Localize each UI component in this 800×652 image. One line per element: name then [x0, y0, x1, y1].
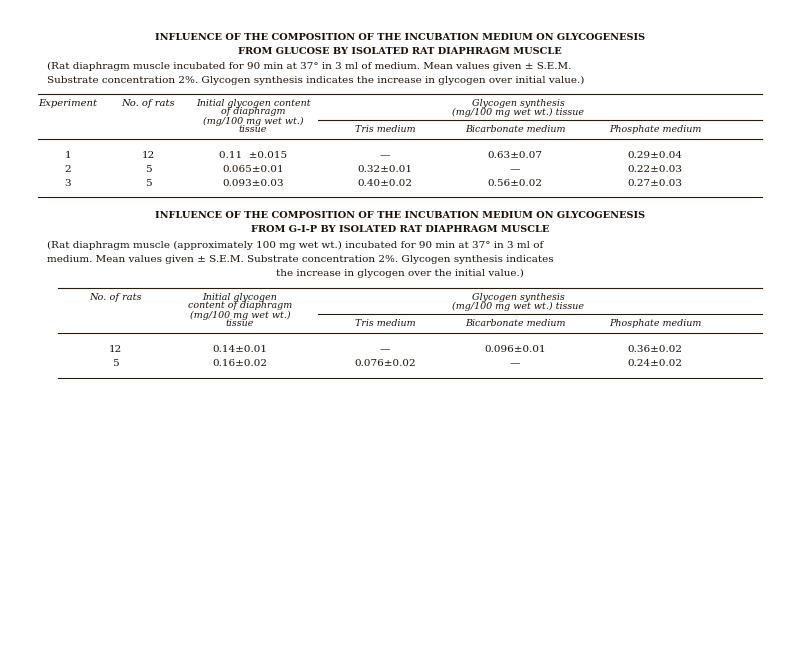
Text: —: — [510, 359, 520, 368]
Text: tissue: tissue [226, 319, 254, 329]
Text: 2: 2 [65, 166, 71, 175]
Text: Phosphate medium: Phosphate medium [609, 125, 701, 134]
Text: 5: 5 [145, 179, 151, 188]
Text: Bicarbonate medium: Bicarbonate medium [465, 318, 566, 327]
Text: —: — [510, 166, 520, 175]
Text: 0.065±0.01: 0.065±0.01 [222, 166, 284, 175]
Text: (Rat diaphragm muscle incubated for 90 min at 37° in 3 ml of medium. Mean values: (Rat diaphragm muscle incubated for 90 m… [47, 61, 571, 70]
Text: 0.24±0.02: 0.24±0.02 [627, 359, 682, 368]
Text: Tris medium: Tris medium [354, 318, 415, 327]
Text: Initial glycogen content: Initial glycogen content [196, 98, 310, 108]
Text: Glycogen synthesis: Glycogen synthesis [472, 98, 565, 108]
Text: 0.093±0.03: 0.093±0.03 [222, 179, 284, 188]
Text: (Rat diaphragm muscle (approximately 100 mg wet wt.) incubated for 90 min at 37°: (Rat diaphragm muscle (approximately 100… [47, 241, 543, 250]
Text: 0.56±0.02: 0.56±0.02 [487, 179, 542, 188]
Text: 0.076±0.02: 0.076±0.02 [354, 359, 416, 368]
Text: 0.29±0.04: 0.29±0.04 [627, 151, 682, 160]
Text: (mg/100 mg wet wt.): (mg/100 mg wet wt.) [190, 310, 290, 319]
Text: 0.16±0.02: 0.16±0.02 [213, 359, 267, 368]
Text: Phosphate medium: Phosphate medium [609, 318, 701, 327]
Text: 0.096±0.01: 0.096±0.01 [484, 346, 546, 355]
Text: 0.11  ±0.015: 0.11 ±0.015 [219, 151, 287, 160]
Text: 5: 5 [112, 359, 118, 368]
Text: 3: 3 [65, 179, 71, 188]
Text: Initial glycogen: Initial glycogen [202, 293, 278, 301]
Text: (mg/100 mg wet wt.) tissue: (mg/100 mg wet wt.) tissue [452, 301, 584, 310]
Text: 0.63±0.07: 0.63±0.07 [487, 151, 542, 160]
Text: (mg/100 mg wet wt.) tissue: (mg/100 mg wet wt.) tissue [452, 108, 584, 117]
Text: Experiment: Experiment [38, 100, 98, 108]
Text: the increase in glycogen over the initial value.): the increase in glycogen over the initia… [276, 269, 524, 278]
Text: Bicarbonate medium: Bicarbonate medium [465, 125, 566, 134]
Text: 0.27±0.03: 0.27±0.03 [627, 179, 682, 188]
Text: 5: 5 [145, 166, 151, 175]
Text: No. of rats: No. of rats [89, 293, 142, 303]
Text: tissue: tissue [239, 125, 267, 134]
Text: of diaphragm: of diaphragm [221, 108, 286, 117]
Text: content of diaphragm: content of diaphragm [188, 301, 292, 310]
Text: 0.32±0.01: 0.32±0.01 [358, 166, 413, 175]
Text: Substrate concentration 2%. Glycogen synthesis indicates the increase in glycoge: Substrate concentration 2%. Glycogen syn… [47, 76, 584, 85]
Text: —: — [380, 346, 390, 355]
Text: FROM G-I-P BY ISOLATED RAT DIAPHRAGM MUSCLE: FROM G-I-P BY ISOLATED RAT DIAPHRAGM MUS… [251, 226, 549, 235]
Text: No. of rats: No. of rats [121, 100, 175, 108]
Text: 0.14±0.01: 0.14±0.01 [213, 346, 267, 355]
Text: 0.22±0.03: 0.22±0.03 [627, 166, 682, 175]
Text: Tris medium: Tris medium [354, 125, 415, 134]
Text: (mg/100 mg wet wt.): (mg/100 mg wet wt.) [202, 117, 303, 126]
Text: INFLUENCE OF THE COMPOSITION OF THE INCUBATION MEDIUM ON GLYCOGENESIS: INFLUENCE OF THE COMPOSITION OF THE INCU… [155, 33, 645, 42]
Text: INFLUENCE OF THE COMPOSITION OF THE INCUBATION MEDIUM ON GLYCOGENESIS: INFLUENCE OF THE COMPOSITION OF THE INCU… [155, 211, 645, 220]
Text: medium. Mean values given ± S.E.M. Substrate concentration 2%. Glycogen synthesi: medium. Mean values given ± S.E.M. Subst… [47, 254, 554, 263]
Text: Glycogen synthesis: Glycogen synthesis [472, 293, 565, 301]
Text: 12: 12 [108, 346, 122, 355]
Text: FROM GLUCOSE BY ISOLATED RAT DIAPHRAGM MUSCLE: FROM GLUCOSE BY ISOLATED RAT DIAPHRAGM M… [238, 46, 562, 55]
Text: 0.36±0.02: 0.36±0.02 [627, 346, 682, 355]
Text: 12: 12 [142, 151, 154, 160]
Text: 0.40±0.02: 0.40±0.02 [358, 179, 413, 188]
Text: 1: 1 [65, 151, 71, 160]
Text: —: — [380, 151, 390, 160]
